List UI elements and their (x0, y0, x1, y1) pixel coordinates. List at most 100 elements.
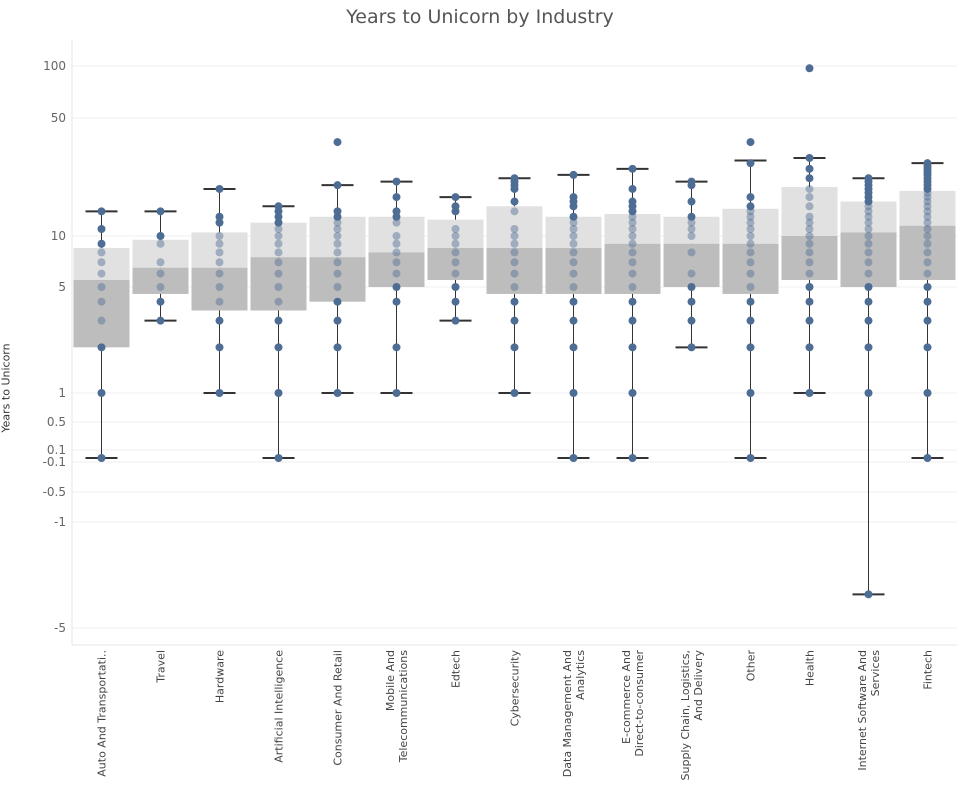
x-category-label-line: E-commerce And (620, 650, 633, 744)
data-point (392, 389, 401, 397)
data-point (569, 258, 578, 267)
data-point (97, 207, 106, 216)
data-point (156, 297, 165, 306)
data-point (628, 239, 637, 248)
data-point (451, 283, 460, 291)
data-point (923, 159, 932, 168)
data-point (864, 258, 873, 267)
data-point (333, 343, 342, 352)
data-point (805, 225, 814, 234)
data-point (746, 269, 755, 278)
data-point (392, 248, 401, 257)
data-point (215, 283, 224, 291)
x-category-label: Consumer And Retail (332, 650, 345, 766)
data-point (274, 454, 283, 462)
data-point (333, 225, 342, 234)
data-point (333, 138, 342, 147)
data-point (569, 297, 578, 306)
data-point (805, 239, 814, 248)
data-point (569, 232, 578, 240)
data-point (97, 239, 106, 248)
data-point (628, 248, 637, 257)
data-point (569, 212, 578, 221)
data-point (156, 316, 165, 325)
data-point (156, 269, 165, 278)
data-point (923, 207, 932, 216)
box-upper (840, 201, 897, 233)
data-point (333, 316, 342, 325)
data-point (97, 248, 106, 257)
box-upper (368, 216, 425, 253)
data-point (392, 193, 401, 202)
data-point (569, 389, 578, 397)
x-category-label-line: Mobile And (384, 650, 397, 711)
x-category-label: Travel (155, 650, 168, 684)
data-point (687, 232, 696, 240)
y-tick-label: 50 (51, 111, 66, 125)
box-lower (722, 243, 779, 294)
x-category-label-line: Edtech (450, 650, 463, 688)
data-point (569, 454, 578, 462)
data-point (864, 389, 873, 397)
data-point (392, 269, 401, 278)
x-category-label-line: And Delivery (692, 650, 705, 721)
data-point (510, 225, 519, 234)
y-tick-label: 10 (51, 229, 66, 243)
y-tick-label: 0.5 (47, 415, 66, 429)
data-point (805, 269, 814, 278)
data-point (923, 389, 932, 397)
data-point (215, 316, 224, 325)
data-point (687, 297, 696, 306)
data-point (451, 193, 460, 202)
data-point (864, 343, 873, 352)
data-point (274, 225, 283, 234)
x-category-label-line: Hardware (214, 650, 227, 703)
data-point (746, 297, 755, 306)
x-category-label: Data Management And Analytics (561, 650, 587, 777)
data-point (805, 316, 814, 325)
data-point (923, 269, 932, 278)
data-point (864, 590, 873, 599)
data-point (746, 159, 755, 168)
data-point (864, 283, 873, 291)
box-lower (368, 252, 425, 287)
data-point (923, 225, 932, 234)
data-point (274, 232, 283, 240)
x-category-label-line: Cybersecurity (509, 650, 522, 727)
box-upper (545, 216, 602, 248)
x-category-label: Auto And Transportati.. (96, 650, 109, 777)
data-point (923, 218, 932, 227)
box-upper (663, 216, 720, 244)
data-point (156, 239, 165, 248)
data-point (274, 248, 283, 257)
data-point (569, 239, 578, 248)
data-point (333, 283, 342, 291)
data-point (333, 258, 342, 267)
data-point (569, 193, 578, 202)
data-point (215, 232, 224, 240)
data-point (392, 258, 401, 267)
x-category-label-line: Travel (155, 650, 168, 684)
x-category-label-line: Telecommunications (397, 650, 410, 764)
data-point (510, 197, 519, 206)
data-point (864, 248, 873, 257)
data-point (746, 218, 755, 227)
data-point (864, 239, 873, 248)
data-point (97, 269, 106, 278)
data-point (274, 283, 283, 291)
x-category-label-line: Internet Software And (856, 650, 869, 771)
data-point (864, 316, 873, 325)
x-category-label-line: Fintech (922, 650, 935, 690)
data-point (510, 389, 519, 397)
data-point (215, 343, 224, 352)
data-point (274, 343, 283, 352)
data-point (805, 184, 814, 193)
data-point (510, 232, 519, 240)
data-point (746, 193, 755, 202)
data-point (333, 248, 342, 257)
x-category-label: E-commerce And Direct-to-consumer (620, 650, 646, 757)
data-point (274, 316, 283, 325)
box-upper (781, 187, 838, 236)
data-point (215, 212, 224, 221)
data-point (628, 225, 637, 234)
